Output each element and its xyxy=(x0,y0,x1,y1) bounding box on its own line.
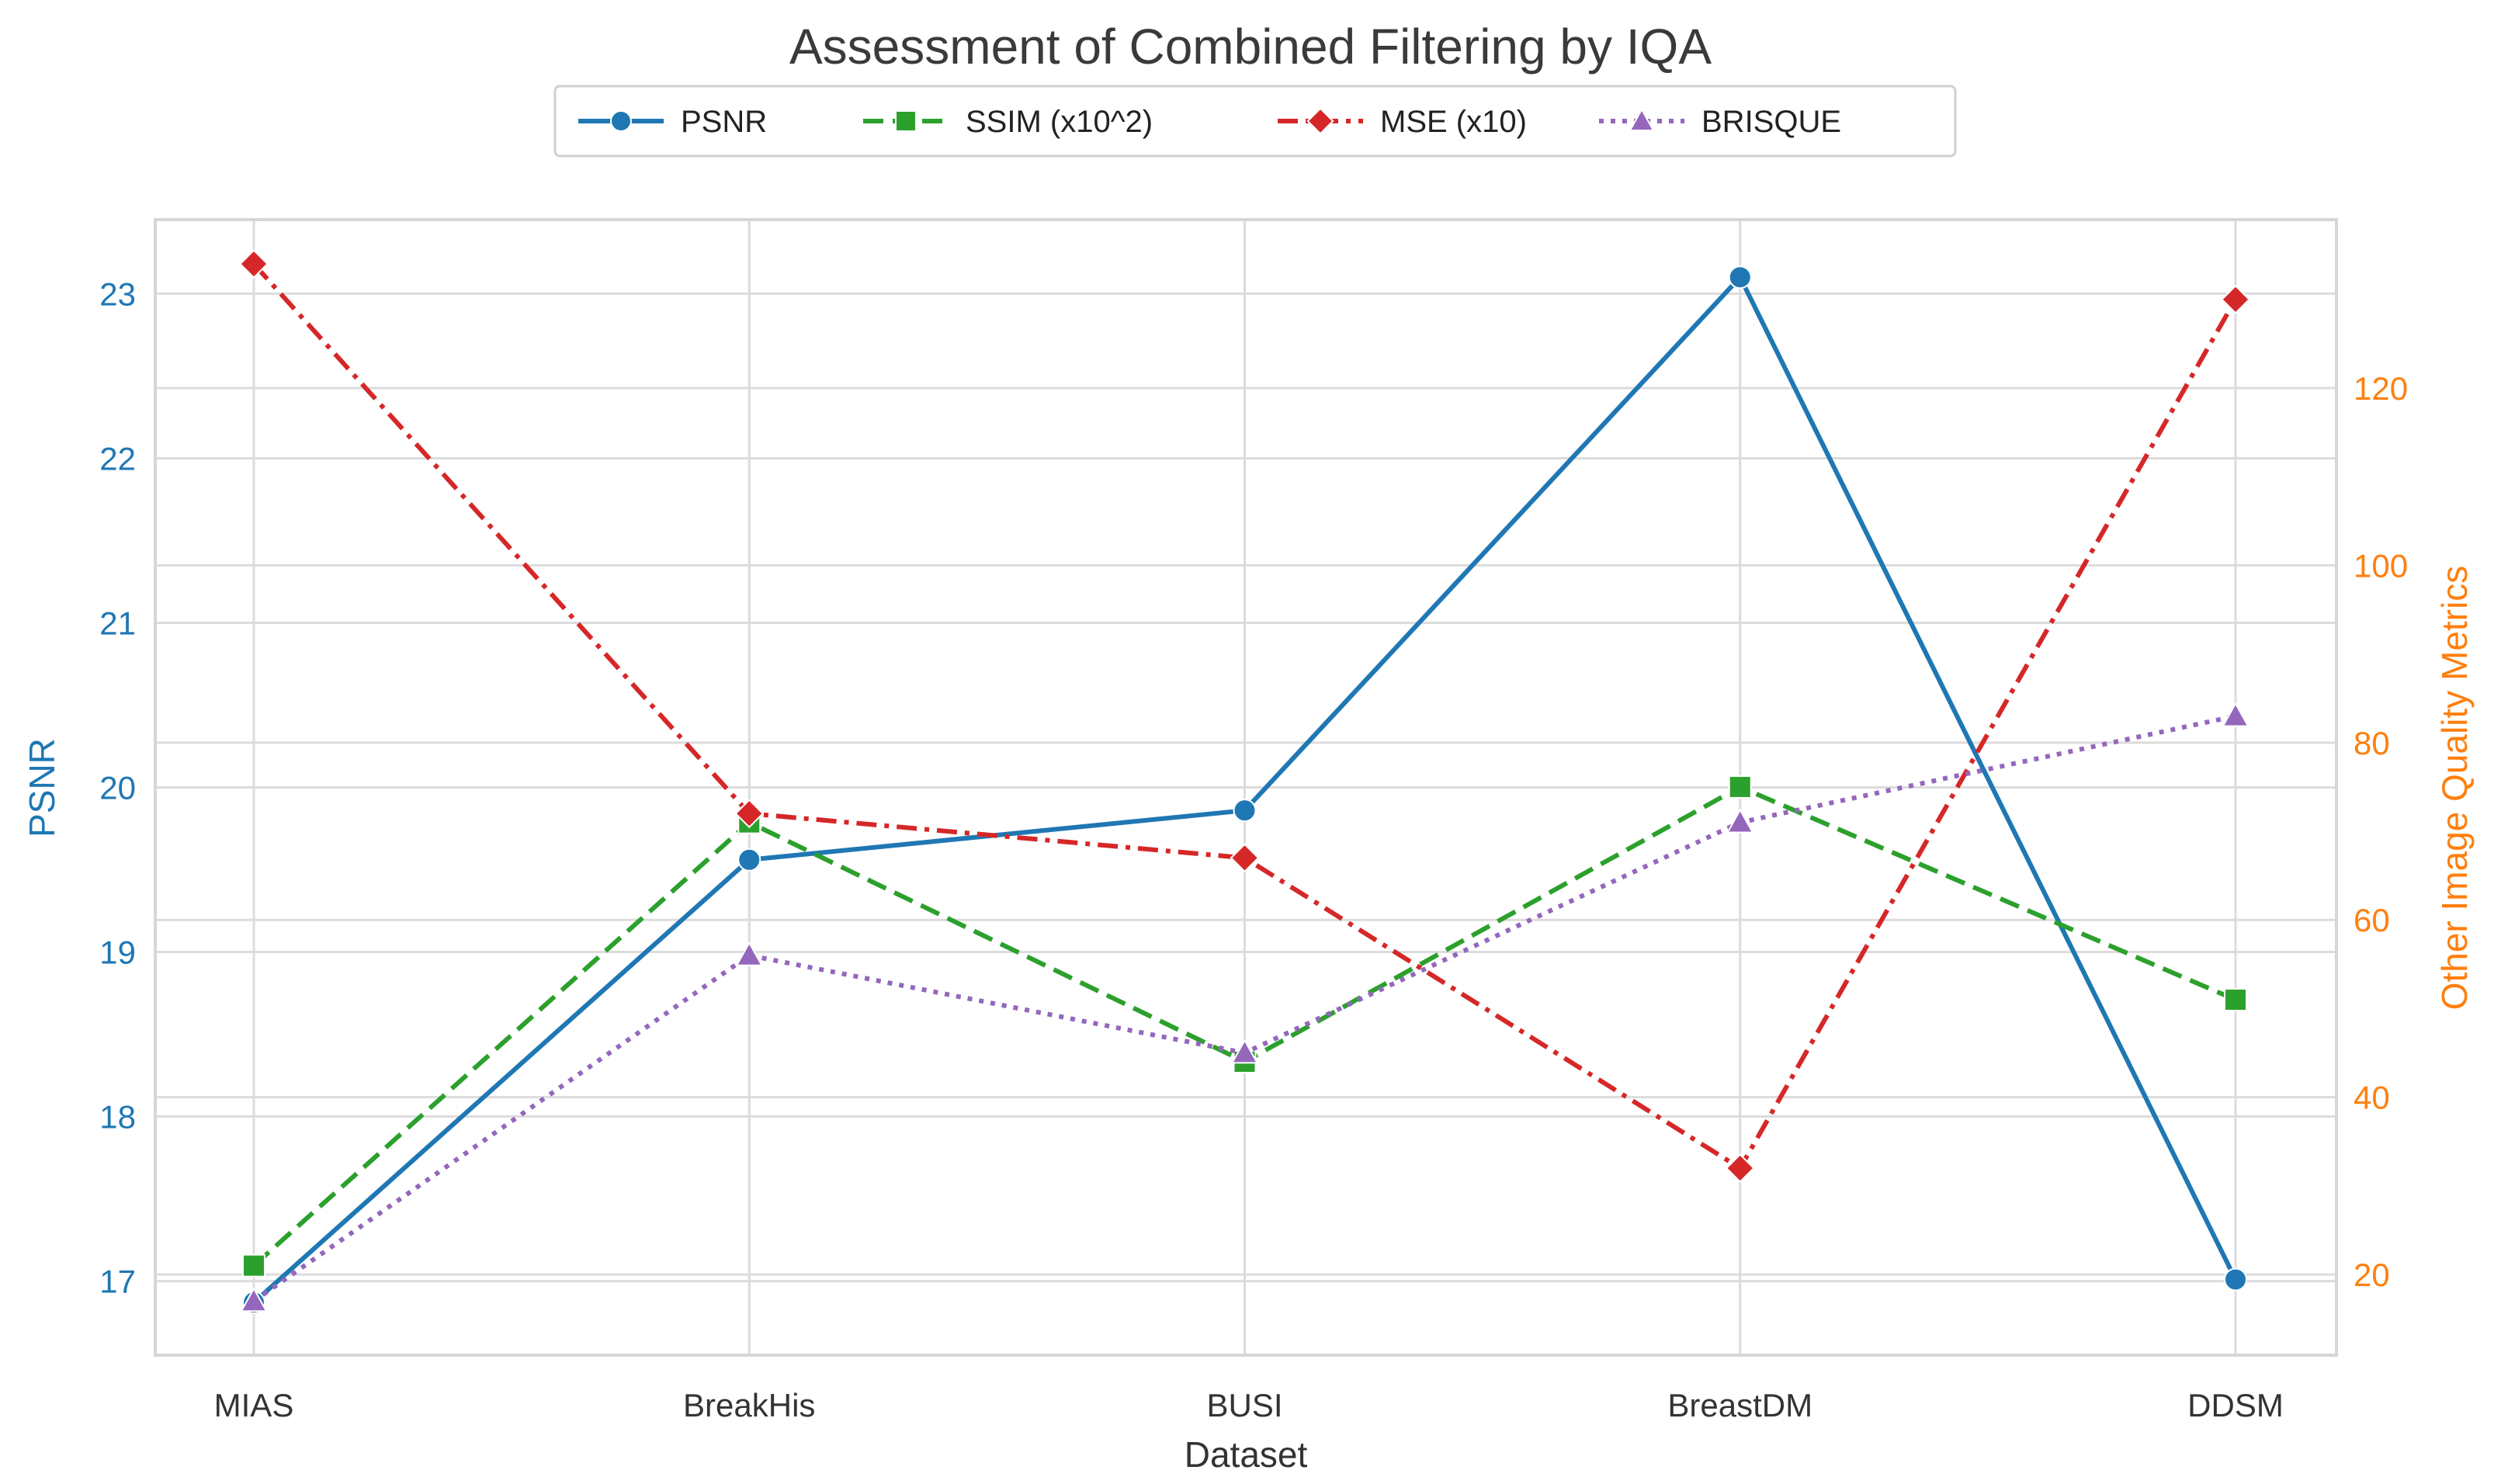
left-y-axis-label: PSNR xyxy=(22,738,62,837)
x-tick-label: BreastDM xyxy=(1667,1387,1812,1423)
x-axis-label: Dataset xyxy=(1185,1434,1308,1475)
legend-item: BRISQUE xyxy=(1599,105,1841,139)
series-triangle xyxy=(240,702,2250,1312)
data-point xyxy=(239,249,269,279)
legend-label: BRISQUE xyxy=(1701,105,1841,139)
legend-marker xyxy=(610,110,632,132)
x-tick-label: MIAS xyxy=(214,1387,294,1423)
data-point xyxy=(734,799,765,829)
x-tick-label: DDSM xyxy=(2187,1387,2284,1423)
legend-box xyxy=(553,85,1957,158)
right-y-tick-label: 100 xyxy=(2354,547,2408,584)
data-point xyxy=(2224,1267,2247,1292)
right-y-tick-label: 60 xyxy=(2354,902,2390,938)
data-point xyxy=(1728,265,1752,290)
legend-marker xyxy=(1629,107,1655,131)
grid xyxy=(155,220,2336,1355)
right-y-tick-label: 40 xyxy=(2354,1080,2390,1116)
right-y-tick-labels: 20 40 60 80 100 120 xyxy=(2354,370,2408,1293)
x-tick-label: BUSI xyxy=(1206,1387,1282,1423)
legend-label: PSNR xyxy=(681,105,767,139)
data-point xyxy=(2222,702,2250,727)
right-y-tick-label: 120 xyxy=(2354,370,2408,407)
left-y-tick-label: 21 xyxy=(99,605,136,641)
data-point xyxy=(1725,1153,1755,1183)
data-point xyxy=(1233,799,1257,823)
legend-marker xyxy=(1306,107,1334,135)
left-y-tick-label: 22 xyxy=(99,440,136,477)
left-y-tick-label: 19 xyxy=(99,934,136,971)
data-point xyxy=(1230,1038,1259,1064)
data-point xyxy=(737,848,761,872)
series-layer xyxy=(239,249,2250,1315)
data-point xyxy=(240,1287,268,1312)
series-diamond xyxy=(239,249,2250,1183)
data-point xyxy=(1726,808,1754,834)
legend-marker xyxy=(895,110,917,132)
x-tick-labels: MIAS BreakHis BUSI BreastDM DDSM xyxy=(214,1387,2284,1423)
left-y-tick-label: 18 xyxy=(99,1099,136,1136)
series-line xyxy=(251,262,2238,1171)
legend-label: SSIM (x10^2) xyxy=(966,105,1153,139)
right-y-tick-label: 20 xyxy=(2354,1257,2390,1293)
plot-frame xyxy=(154,218,2338,1357)
data-point xyxy=(735,941,764,966)
left-y-tick-label: 17 xyxy=(99,1264,136,1300)
legend-item: MSE (x10) xyxy=(1278,105,1527,139)
legend-item: SSIM (x10^2) xyxy=(863,105,1153,139)
data-point xyxy=(2221,284,2250,314)
data-point xyxy=(1728,775,1752,799)
right-y-tick-label: 80 xyxy=(2354,725,2390,761)
right-y-axis-label: Other Image Quality Metrics xyxy=(2434,566,2475,1011)
data-point xyxy=(242,1253,265,1278)
data-point xyxy=(1230,843,1260,873)
legend: PSNR SSIM (x10^2) MSE (x10) BRISQUE xyxy=(553,85,1957,158)
legend-item: PSNR xyxy=(578,105,767,139)
chart-title: Assessment of Combined Filtering by IQA xyxy=(789,19,1712,75)
legend-label: MSE (x10) xyxy=(1380,105,1527,139)
data-point xyxy=(2224,988,2247,1012)
x-tick-label: BreakHis xyxy=(683,1387,815,1423)
left-y-tick-label: 20 xyxy=(99,770,136,806)
left-y-tick-labels: 17 18 19 20 21 22 23 xyxy=(99,276,136,1299)
left-y-tick-label: 23 xyxy=(99,276,136,312)
